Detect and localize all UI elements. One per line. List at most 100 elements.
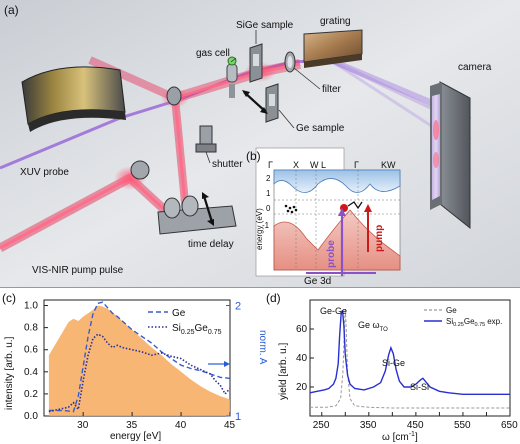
panel-d-legend-si-sub: 0.25 [453, 322, 464, 328]
panel-a-letter: (a) [4, 3, 19, 17]
panel-c-legend: Ge Si0.25Ge0.75 [148, 308, 222, 336]
d-ytick-label: 40 [296, 353, 308, 364]
label-xuv-probe: XUV probe [20, 167, 69, 178]
panel-d-legend-ge: Ge [446, 306, 457, 315]
core-level-label: Ge 3d [304, 276, 331, 287]
annot-ge-omega-sub: TO [380, 327, 389, 333]
panel-c-letter: (c) [2, 291, 16, 305]
band-ytick-2: 2 [266, 174, 271, 183]
panel-d-xlabel-end: ] [415, 432, 418, 443]
sige-sample [249, 43, 263, 83]
panel-b-letter: (b) [246, 149, 261, 163]
svg-text:Ge ωTO: Ge ωTO [358, 320, 388, 333]
label-shutter: shutter [212, 159, 243, 170]
svg-text:Si0.25Ge0.75: Si0.25Ge0.75 [172, 323, 222, 336]
panel-c-legend-ge2-sub: 0.75 [208, 329, 222, 336]
c-xtick-label: 30 [77, 420, 89, 431]
c-ytick-label: 0.2 [24, 389, 38, 400]
panel-c-legend-si: Si [172, 323, 181, 334]
label-grating: grating [320, 16, 351, 27]
label-time-delay: time delay [188, 239, 234, 250]
d-xtick-label: 550 [454, 420, 471, 431]
label-gas-cell: gas cell [196, 48, 230, 59]
pump-label: pump [374, 225, 385, 252]
panel-d-legend-ge2-sub: 0.75 [475, 322, 486, 328]
d-xtick-label: 650 [501, 420, 518, 431]
band-ytick-0: 0 [266, 204, 271, 213]
c-ytick-label: 0.8 [24, 323, 38, 334]
c-ytick-label: 1.0 [24, 301, 38, 312]
k-label-x: X [293, 160, 299, 170]
toroidal-mirror [21, 66, 126, 132]
turning-mirror [166, 86, 182, 106]
camera [430, 81, 471, 230]
band-ytick-minus1: -1 [262, 221, 270, 230]
label-vis-nir: VIS-NIR pump pulse [32, 265, 124, 276]
d-series-line-sige [309, 309, 510, 395]
k-label-kw: KW [381, 160, 396, 170]
panel-d-xlabel-sup: -1 [409, 431, 415, 438]
panel-d-plot-frame [309, 299, 511, 417]
d-xtick-label: 250 [313, 420, 330, 431]
panel-c-ylabel: intensity [arb. u.] [4, 336, 15, 410]
panel-c-chart: (c) 30 35 40 45 0.0 0.2 0.4 0.6 0.8 1.0 1 2 intensi… [2, 291, 268, 442]
panel-c-legend-ge2: Ge [195, 323, 209, 334]
c-xtick-label: 35 [126, 420, 138, 431]
c-ytick-label: 0.6 [24, 345, 38, 356]
label-ge-sample: Ge sample [296, 123, 345, 134]
panel-d-ylabel: yield [arb. u.] [278, 343, 289, 400]
panel-d-legend-exp: exp. [487, 317, 502, 326]
d-xtick-label: 350 [360, 420, 377, 431]
c-series-line-ge [48, 301, 231, 413]
panel-c-xlabel: energy [eV] [110, 431, 161, 442]
band-ytick-1: 1 [266, 189, 271, 198]
k-label-w: W [310, 160, 319, 170]
c-ytick-right-label: 2 [235, 301, 241, 313]
leader-lines [205, 30, 321, 164]
c-ytick-label: 0.0 [24, 411, 38, 422]
mount-mirror [130, 160, 150, 180]
annot-si-ge: Si-Ge [382, 358, 405, 368]
label-camera: camera [458, 62, 492, 73]
panel-d-legend: Ge Si0.25Ge0.75 exp. [424, 306, 502, 328]
annot-ge-ge: Ge-Ge [320, 306, 347, 316]
conduction-band [273, 169, 401, 193]
c-xtick-label: 40 [175, 420, 187, 431]
c-ytick-right-label: 1 [235, 411, 241, 423]
ge-sample [265, 83, 279, 123]
c-series-line-sige [48, 333, 231, 413]
panel-d-legend-si: Si [446, 317, 453, 326]
grating [303, 29, 363, 68]
valence-band [273, 209, 401, 271]
annot-ge-omega: Ge ω [358, 320, 380, 330]
d-xtick-label: 450 [407, 420, 424, 431]
panel-d-chart: (d) 250 350 450 550 650 20 40 60 yield [arb. u.… [266, 291, 518, 443]
panel-d-xlabel: ω [cm [382, 432, 409, 443]
delay-stage [157, 195, 237, 235]
filter [284, 51, 296, 73]
label-sige-sample: SiGe sample [236, 20, 294, 31]
panel-c-legend-si-sub: 0.25 [181, 329, 195, 336]
label-filter: filter [322, 84, 342, 95]
filled-spectrum-area [48, 305, 231, 416]
panel-d-letter: (d) [266, 291, 281, 305]
k-label-l: L [321, 160, 326, 170]
band-ylabel: energy (eV) [255, 208, 264, 250]
annot-si-si: Si-Si [410, 382, 429, 392]
c-ytick-label: 0.4 [24, 367, 38, 378]
sample-translation-arrow [243, 91, 267, 113]
probe-label: probe [326, 240, 337, 268]
panel-c-ylabel-right: norm. A [257, 330, 268, 365]
svg-text:ω [cm-1]: ω [cm-1] [382, 431, 418, 443]
panel-a-setup-illustration: (a) SiGe sample grating gas cell filter … [0, 0, 520, 288]
panel-d-legend-ge2: Ge [464, 317, 475, 326]
d-ytick-label: 60 [296, 324, 308, 335]
d-ytick-label: 20 [296, 382, 308, 393]
c-xtick-label: 45 [224, 420, 236, 431]
panel-b-band-diagram: (b) Γ X W L Γ KW 2 1 0 [246, 147, 401, 287]
k-label-gamma-right: Γ [354, 160, 359, 170]
time-delay-arrow [202, 195, 214, 223]
panel-c-legend-ge: Ge [172, 308, 186, 319]
